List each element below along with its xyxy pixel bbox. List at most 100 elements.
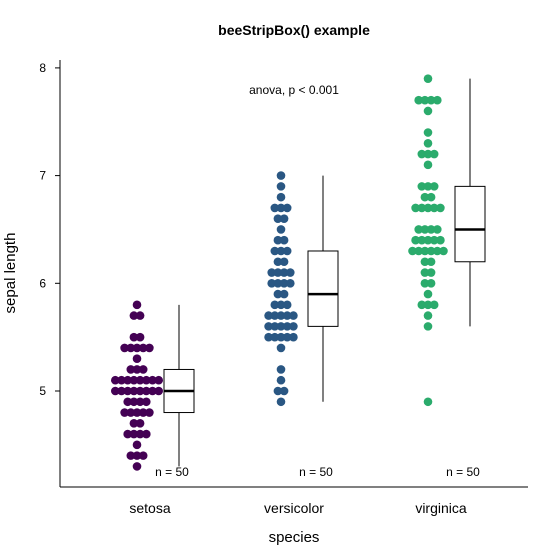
data-point — [129, 419, 139, 428]
data-point — [279, 268, 289, 277]
data-point — [138, 451, 148, 460]
chart-title: beeStripBox() example — [218, 22, 370, 38]
data-point — [289, 311, 298, 320]
data-point — [276, 182, 286, 191]
data-point — [423, 182, 433, 191]
y-tick-label: 5 — [39, 384, 46, 398]
data-point — [273, 257, 283, 267]
data-point — [142, 429, 151, 439]
data-point — [120, 408, 129, 417]
y-tick-label: 7 — [39, 169, 46, 183]
data-point — [276, 203, 286, 213]
data-point — [129, 332, 139, 342]
data-point — [129, 386, 139, 396]
data-point — [154, 375, 163, 385]
data-point — [423, 289, 433, 299]
data-point — [417, 235, 427, 245]
data-point — [142, 386, 151, 396]
data-point — [273, 235, 283, 245]
data-point — [282, 322, 292, 331]
data-point — [276, 375, 286, 385]
data-point — [439, 246, 448, 256]
data-point — [436, 235, 445, 245]
data-point — [417, 149, 427, 159]
data-point — [282, 203, 292, 213]
category-labels: n = 50 setosa n = 50 versicolor n = 50 virgin… — [129, 465, 480, 516]
data-point — [276, 225, 286, 234]
data-point — [289, 322, 298, 331]
data-point — [129, 397, 139, 407]
data-point — [426, 192, 436, 202]
data-point — [123, 429, 132, 439]
data-point — [426, 268, 436, 277]
data-point — [276, 192, 286, 202]
x-axis-label: species — [269, 529, 320, 546]
data-point — [279, 214, 289, 223]
data-point — [286, 279, 295, 288]
data-point — [154, 386, 163, 396]
data-point — [129, 311, 139, 320]
data-point — [420, 192, 430, 202]
data-point — [276, 343, 286, 353]
data-point — [123, 397, 132, 407]
data-point — [273, 214, 283, 223]
data-point — [426, 246, 436, 256]
data-point — [264, 311, 273, 320]
data-point — [138, 343, 148, 353]
data-point — [267, 268, 277, 277]
data-point — [270, 311, 280, 320]
data-point — [142, 397, 151, 407]
data-point — [135, 386, 145, 396]
box-iqr — [454, 185, 486, 263]
data-point — [429, 182, 439, 191]
n-label: n = 50 — [299, 465, 333, 479]
data-point — [138, 408, 148, 417]
data-point — [423, 235, 433, 245]
data-point — [423, 300, 433, 310]
data-point — [414, 225, 424, 234]
data-point — [276, 311, 286, 320]
data-point — [132, 365, 142, 374]
category-label-versicolor: versicolor — [264, 500, 324, 516]
data-point — [279, 235, 289, 245]
data-point — [417, 203, 427, 213]
data-point — [289, 332, 298, 342]
data-point — [264, 332, 273, 342]
data-point — [270, 246, 280, 256]
data-point — [276, 300, 286, 310]
data-point — [135, 311, 145, 320]
data-point — [420, 268, 430, 277]
data-point — [273, 386, 283, 396]
data-point — [132, 440, 142, 450]
anova-annotation: anova, p < 0.001 — [249, 83, 339, 97]
data-point — [129, 429, 139, 439]
data-point — [123, 375, 132, 385]
data-point — [282, 246, 292, 256]
box-iqr — [307, 250, 339, 327]
data-point — [276, 322, 286, 331]
data-point — [426, 95, 436, 105]
y-tick-label: 6 — [39, 276, 46, 290]
data-point — [420, 95, 430, 105]
y-axis-label: sepal length — [2, 233, 19, 314]
n-label: n = 50 — [155, 465, 189, 479]
data-point — [282, 311, 292, 320]
data-point — [132, 300, 142, 310]
data-point — [111, 375, 120, 385]
data-point — [423, 74, 433, 83]
data-point — [138, 365, 148, 374]
data-point — [148, 375, 157, 385]
data-point — [420, 225, 430, 234]
data-point — [129, 375, 139, 385]
data-point — [423, 311, 433, 320]
data-point — [126, 408, 136, 417]
data-point — [279, 289, 289, 299]
data-point — [423, 203, 433, 213]
data-point — [145, 343, 154, 353]
data-points — [111, 74, 448, 471]
category-label-virginica: virginica — [415, 500, 467, 516]
data-point — [135, 429, 145, 439]
data-point — [279, 386, 289, 396]
y-tick-label: 8 — [39, 61, 46, 75]
data-point — [423, 149, 433, 159]
